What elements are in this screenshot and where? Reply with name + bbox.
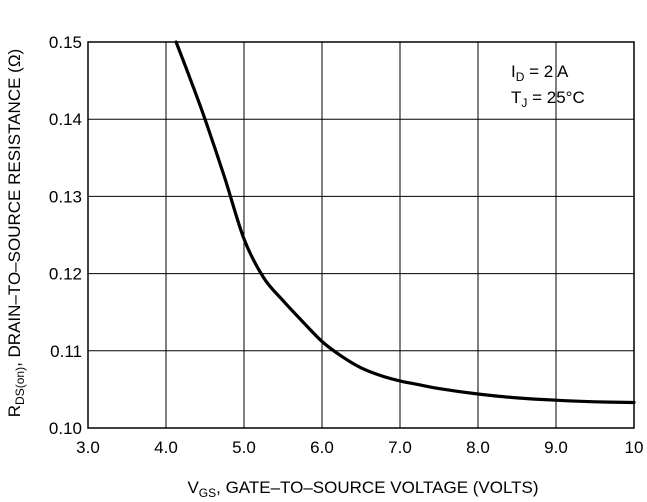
condition-tj: TJ = 25°C [511, 88, 585, 110]
rds-on-curve [174, 40, 636, 405]
x-tick-label: 8.0 [466, 438, 490, 457]
x-tick-label: 6.0 [310, 438, 334, 457]
x-tick-labels: 3.0 4.0 5.0 6.0 7.0 8.0 9.0 10 [76, 438, 643, 457]
y-tick-label: 0.12 [49, 265, 82, 284]
grid [88, 42, 634, 428]
y-tick-label: 0.13 [49, 187, 82, 206]
y-tick-label: 0.15 [49, 33, 82, 52]
y-tick-label: 0.10 [49, 419, 82, 438]
x-tick-label: 10 [625, 438, 644, 457]
x-tick-label: 4.0 [154, 438, 178, 457]
y-tick-labels: 0.10 0.11 0.12 0.13 0.14 0.15 [49, 33, 82, 438]
y-axis-label: RDS(on), DRAIN–TO–SOURCE RESISTANCE (Ω) [5, 49, 27, 417]
x-axis-label: VGS, GATE–TO–SOURCE VOLTAGE (VOLTS) [187, 478, 538, 500]
plot-frame [87, 41, 635, 429]
x-tick-label: 3.0 [76, 438, 100, 457]
y-tick-label: 0.14 [49, 110, 82, 129]
x-tick-label: 9.0 [544, 438, 568, 457]
y-tick-label: 0.11 [50, 342, 82, 361]
x-tick-label: 7.0 [388, 438, 412, 457]
x-tick-label: 5.0 [232, 438, 256, 457]
condition-id: ID = 2 A [511, 62, 569, 84]
